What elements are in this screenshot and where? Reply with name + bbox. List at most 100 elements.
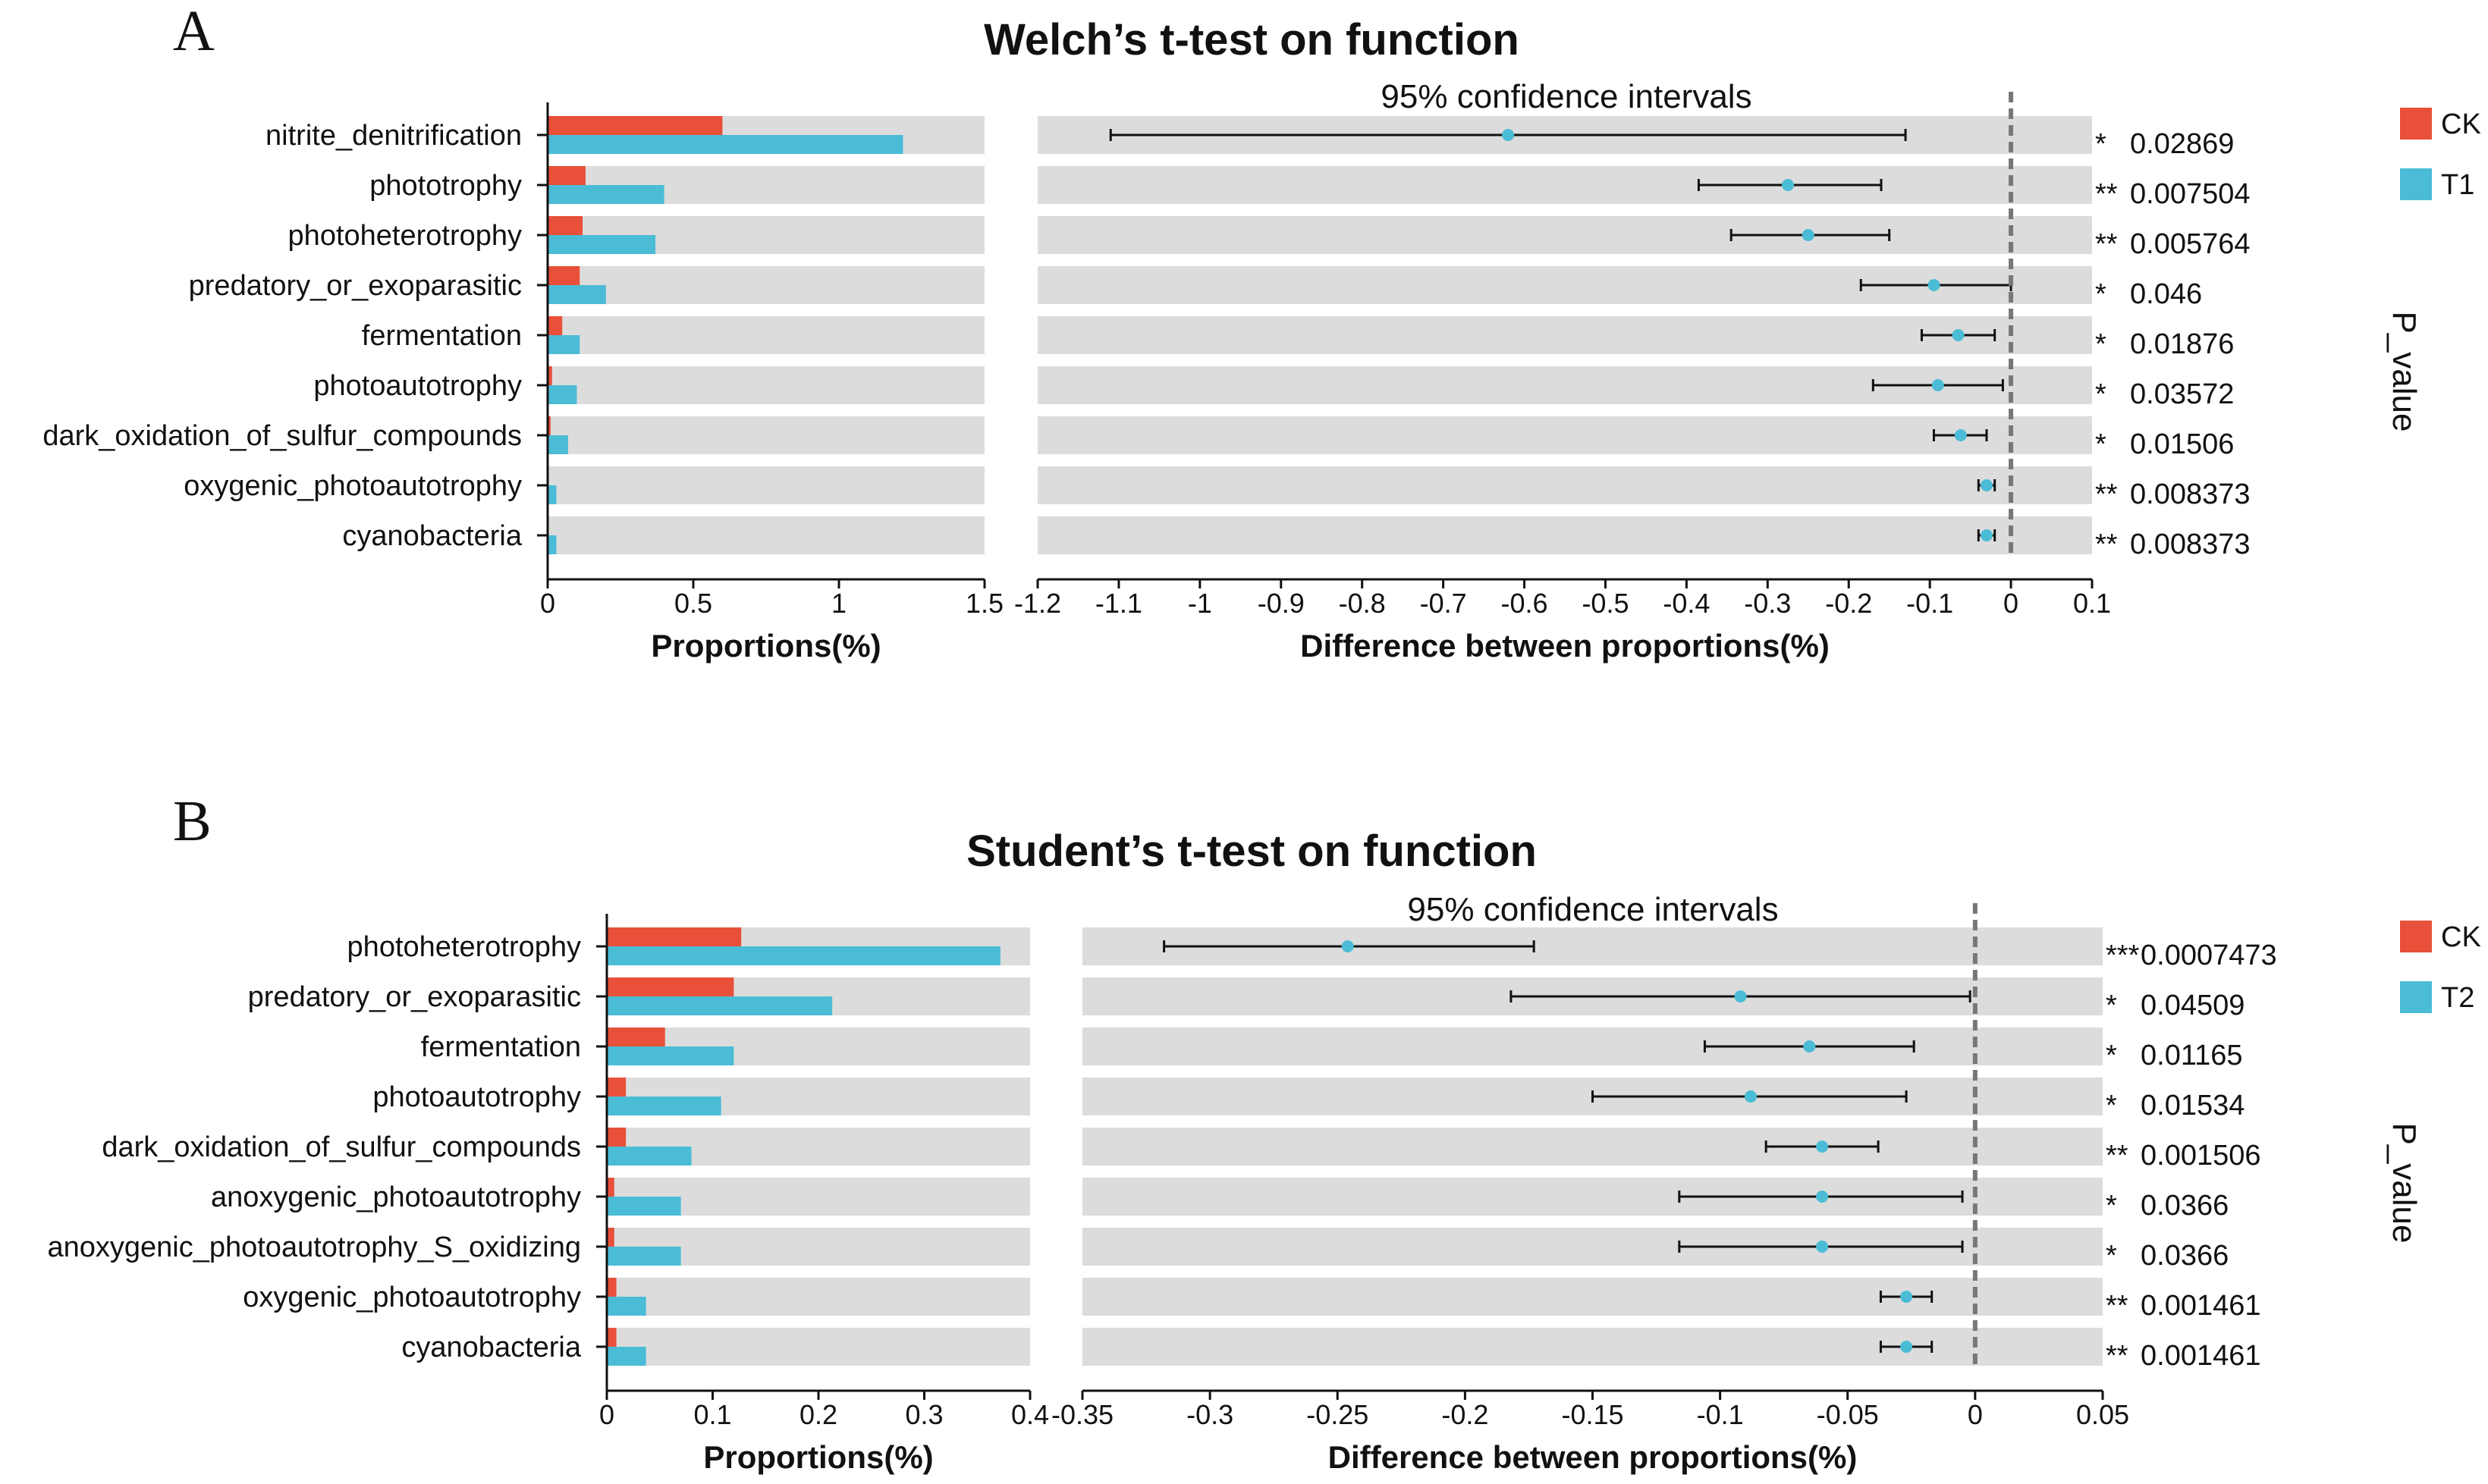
bar-ck [607,1178,614,1197]
bar-t2 [607,1347,646,1366]
p-value: 0.04509 [2141,990,2245,1021]
difference-tick-label: -0.3 [1744,588,1791,619]
row-photoautotrophy: photoautotrophy * 0.03572 [313,366,2234,410]
mean-difference-point [1981,529,1993,541]
difference-tick-label: 0 [2003,588,2018,619]
legend-swatch-ck [2400,921,2432,952]
chart-title: Welch’s t-test on function [984,15,1519,64]
category-label: dark_oxidation_of_sulfur_compounds [102,1131,581,1163]
difference-track [1038,316,2092,354]
bar-ck [548,366,552,385]
row-cyanobacteria: cyanobacteria ** 0.008373 [342,516,2251,560]
proportion-track [548,466,985,504]
mean-difference-point [1744,1090,1757,1103]
category-label: oxygenic_photoautotrophy [184,470,522,502]
row-dark-oxidation-of-sulfur-compounds: dark_oxidation_of_sulfur_compounds * 0.015… [42,416,2234,460]
significance-stars: *** [2106,940,2140,971]
difference-tick-label: 0.1 [2073,588,2111,619]
bar-t2 [607,1097,721,1115]
difference-axis-title: Difference between proportions(%) [1300,628,1830,664]
proportion-track [548,266,985,304]
significance-stars: * [2095,428,2106,460]
mean-difference-point [1734,990,1747,1002]
proportions-tick-label: 0.4 [1011,1399,1049,1430]
p-value: 0.008373 [2130,478,2251,510]
category-label: oxygenic_photoautotrophy [243,1282,581,1313]
mean-difference-point [1802,229,1814,241]
difference-track [1082,1028,2103,1065]
bar-t1 [548,535,557,554]
bar-ck [548,166,586,185]
p-value: 0.008373 [2130,529,2251,560]
significance-stars: * [2095,328,2106,360]
mean-difference-point [1900,1291,1913,1303]
row-oxygenic-photoautotrophy: oxygenic_photoautotrophy ** 0.001461 [243,1278,2261,1322]
proportion-track [548,516,985,554]
significance-stars: ** [2095,478,2118,510]
category-label: predatory_or_exoparasitic [189,270,522,302]
legend-swatch-t2 [2400,981,2432,1013]
difference-tick-label: -0.35 [1051,1399,1114,1430]
p-value-axis-title: P_value [2386,1122,2423,1243]
mean-difference-point [1502,129,1515,141]
p-value: 0.03572 [2130,378,2234,410]
p-value: 0.01506 [2130,428,2234,460]
mean-difference-point [1931,379,1944,391]
significance-stars: ** [2095,228,2118,260]
ci-title: 95% confidence intervals [1407,891,1778,928]
bar-ck [607,1128,627,1147]
p-value: 0.001461 [2141,1290,2261,1322]
significance-stars: * [2106,1040,2117,1071]
proportions-tick-label: 0.2 [799,1399,837,1430]
difference-tick-label: -0.1 [1906,588,1953,619]
panel-letter: A [173,0,215,63]
row-fermentation: fermentation * 0.01876 [362,316,2234,360]
difference-track [1082,1278,2103,1316]
difference-tick-label: 0 [1968,1399,1983,1430]
proportions-tick-label: 0 [599,1399,614,1430]
category-label: anoxygenic_photoautotrophy [211,1181,581,1213]
mean-difference-point [1954,429,1967,441]
proportions-axis-title: Proportions(%) [651,628,881,664]
difference-track [1038,416,2092,454]
category-label: cyanobacteria [401,1332,581,1363]
difference-tick-label: -0.7 [1420,588,1467,619]
significance-stars: ** [2095,178,2118,210]
significance-stars: * [2106,1240,2117,1272]
difference-track [1038,466,2092,504]
significance-stars: ** [2095,529,2118,560]
category-label: phototrophy [369,170,522,202]
difference-tick-label: -0.3 [1186,1399,1233,1430]
bar-t2 [607,1247,681,1266]
bar-ck [607,1328,617,1347]
bar-t1 [548,485,557,504]
row-photoheterotrophy: photoheterotrophy *** 0.0007473 [347,927,2277,971]
bar-ck [607,1078,627,1097]
bar-ck [548,416,551,435]
category-label: fermentation [421,1031,581,1063]
legend-label: CK [2441,108,2481,140]
significance-stars: ** [2106,1140,2128,1172]
difference-track [1038,166,2092,204]
row-photoautotrophy: photoautotrophy * 0.01534 [372,1078,2245,1122]
category-label: fermentation [362,320,522,352]
row-predatory-or-exoparasitic: predatory_or_exoparasitic * 0.046 [189,266,2202,310]
difference-tick-label: -0.6 [1501,588,1548,619]
proportion-track [548,316,985,354]
panel-b: B Student’s t-test on function 95% confide… [47,789,2480,1475]
bar-ck [607,927,742,946]
p-value: 0.007504 [2130,178,2251,210]
panel-a: A Welch’s t-test on function 95% confidenc… [42,0,2480,664]
mean-difference-point [1816,1140,1829,1153]
difference-tick-label: -0.2 [1825,588,1872,619]
difference-tick-label: -0.5 [1582,588,1629,619]
bar-t1 [548,185,664,204]
category-label: photoautotrophy [313,370,522,402]
bar-ck [548,316,563,335]
mean-difference-point [1782,179,1795,191]
p-value: 0.0366 [2141,1240,2229,1272]
category-label: photoautotrophy [372,1081,581,1113]
significance-stars: ** [2106,1340,2128,1372]
proportion-track [548,366,985,404]
bar-ck [607,1228,614,1247]
